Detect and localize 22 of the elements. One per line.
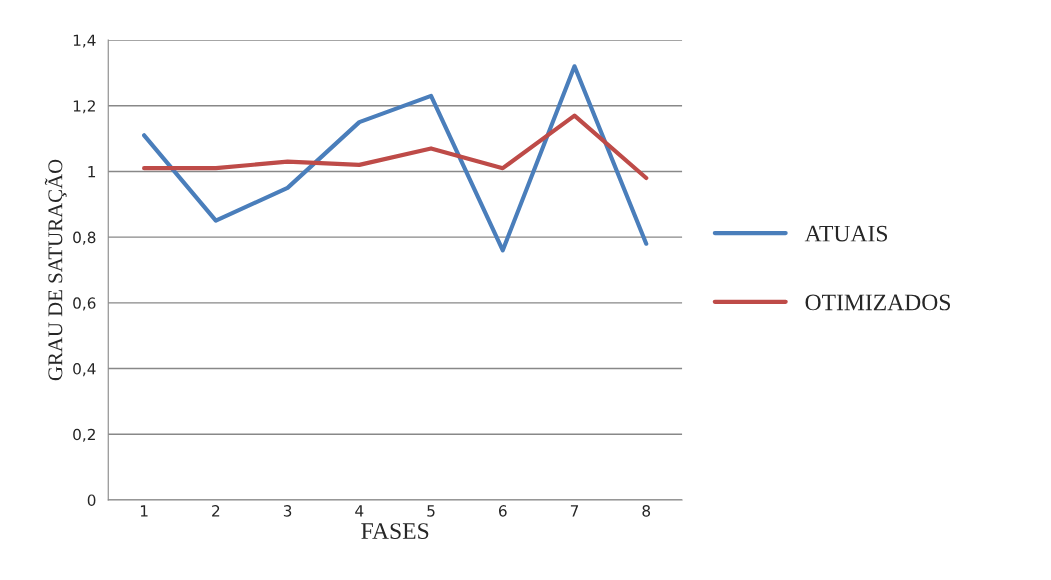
y-tick-label: 0,2 bbox=[73, 428, 95, 442]
legend-label: OTIMIZADOS bbox=[805, 294, 950, 311]
y-tick-label: 0,6 bbox=[73, 297, 96, 311]
x-tick-label: 2 bbox=[212, 505, 220, 517]
y-axis-title: GRAU DE SATURAÇÃO bbox=[44, 159, 67, 381]
x-tick-label: 4 bbox=[355, 505, 364, 517]
x-tick-label: 1 bbox=[140, 505, 148, 517]
x-tick-label: 5 bbox=[427, 505, 435, 517]
line-series bbox=[142, 64, 649, 253]
y-tick-label: 1,2 bbox=[73, 100, 95, 114]
line-series bbox=[142, 113, 649, 181]
y-tick-label: 1 bbox=[88, 166, 96, 178]
y-tick-label: 0 bbox=[87, 494, 96, 506]
x-axis-title: FASES bbox=[361, 523, 429, 539]
legend-label: ATUAIS bbox=[804, 225, 888, 242]
y-tick-label: 1,4 bbox=[73, 34, 96, 48]
x-tick-label: 6 bbox=[498, 505, 507, 517]
x-tick-label: 7 bbox=[570, 505, 579, 517]
x-tick-label: 3 bbox=[283, 505, 292, 517]
y-tick-label: 0,8 bbox=[73, 231, 96, 245]
x-tick-label: 8 bbox=[642, 505, 651, 517]
y-tick-label: 0,4 bbox=[73, 363, 96, 377]
